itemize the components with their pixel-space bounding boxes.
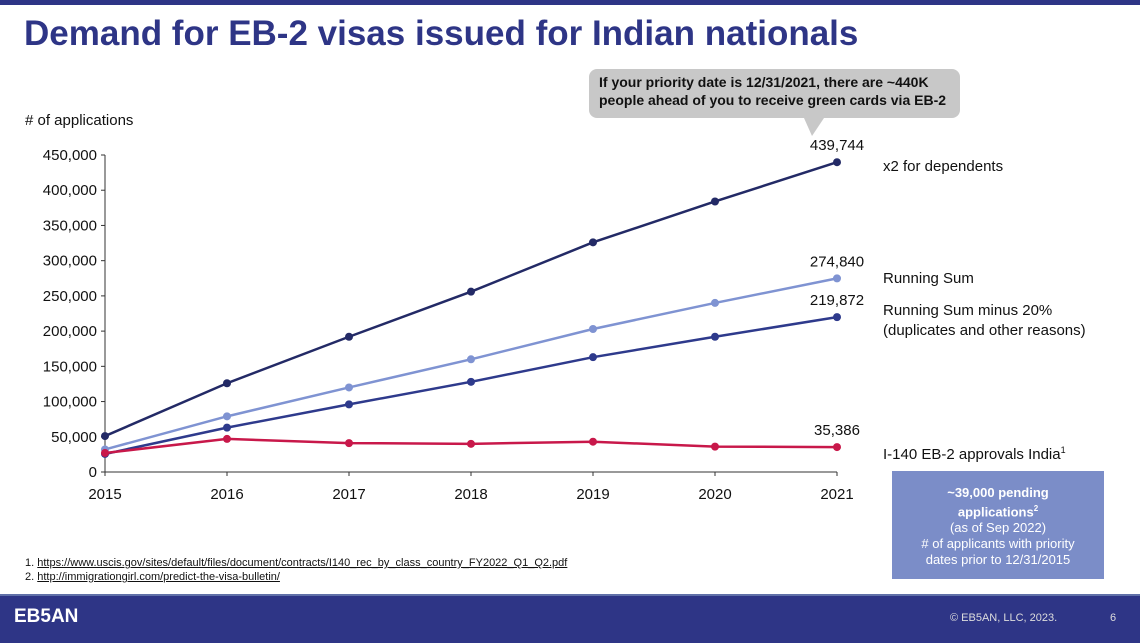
data-point — [223, 379, 231, 388]
data-point — [345, 332, 353, 341]
y-tick-label: 450,000 — [43, 147, 97, 164]
box-line-1: ~39,000 pending — [947, 485, 1049, 500]
footnote-1: 1. https://www.uscis.gov/sites/default/f… — [25, 557, 567, 569]
y-tick-label: 200,000 — [43, 323, 97, 340]
legend-x2: x2 for dependents — [883, 158, 1004, 175]
x-tick-label: 2015 — [88, 486, 121, 503]
line-chart: 0 50,000 100,000 150,000 200,000 250,000 300,0… — [43, 137, 864, 503]
legend-running-sum-minus: Running Sum minus 20% — [883, 302, 1053, 319]
data-point — [345, 383, 353, 392]
series-line-0 — [104, 161, 838, 438]
data-point — [467, 439, 475, 448]
footnote-2: 2. http://immigrationgirl.com/predict-th… — [25, 571, 280, 583]
footnote-2-num: 2. — [25, 571, 38, 583]
data-point — [833, 313, 841, 322]
data-point — [101, 432, 109, 441]
y-tick-label: 0 — [89, 464, 97, 481]
data-point — [101, 448, 109, 457]
footer: EB5AN © EB5AN, LLC, 2023. 6 — [0, 594, 1140, 643]
footnote-1-link[interactable]: https://www.uscis.gov/sites/default/file… — [37, 557, 568, 569]
end-value-label: 274,840 — [810, 253, 864, 270]
y-tick-label: 250,000 — [43, 288, 97, 305]
copyright: © EB5AN, LLC, 2023. — [950, 612, 1058, 624]
y-tick-label: 150,000 — [43, 358, 97, 375]
data-point — [711, 332, 719, 341]
data-point — [833, 158, 841, 167]
y-axis-label: # of applications — [25, 112, 134, 129]
y-tick-label: 50,000 — [51, 429, 97, 446]
box-line-2: applications2 — [898, 501, 1098, 520]
footnote-2-link[interactable]: http://immigrationgirl.com/predict-the-v… — [37, 571, 280, 583]
x-tick-label: 2019 — [576, 486, 609, 503]
y-tick-label: 350,000 — [43, 217, 97, 234]
legend-i140-text: I-140 EB-2 approvals India — [883, 446, 1061, 463]
box-line-2-text: applications — [957, 504, 1034, 520]
callout: If your priority date is 12/31/2021, the… — [589, 69, 960, 136]
legend-running-sum-minus-note: (duplicates and other reasons) — [883, 322, 1086, 339]
data-point — [711, 197, 719, 206]
box-line-3: (as of Sep 2022) — [949, 520, 1047, 536]
data-point — [223, 434, 231, 443]
top-bar — [0, 0, 1140, 5]
data-point — [589, 324, 597, 333]
data-point — [589, 437, 597, 446]
data-point — [711, 442, 719, 451]
pending-applications-box: ~39,000 pending applications2 (as of Sep… — [892, 471, 1104, 579]
x-tick-label: 2021 — [820, 486, 853, 503]
data-point — [467, 355, 475, 364]
y-tick-label: 100,000 — [43, 394, 97, 411]
y-tick-label: 400,000 — [43, 182, 97, 199]
x-tick-label: 2020 — [698, 486, 731, 503]
data-point — [345, 400, 353, 409]
legend-running-sum: Running Sum — [883, 270, 974, 287]
footnote-1-num: 1. — [25, 557, 38, 569]
x-tick-label: 2016 — [210, 486, 243, 503]
legend-i140-sup: 1 — [1060, 445, 1066, 455]
legend-i140: I-140 EB-2 approvals India1 — [883, 440, 1066, 465]
end-value-label: 35,386 — [814, 422, 860, 439]
end-value-label: 439,744 — [810, 137, 864, 154]
data-point — [223, 423, 231, 432]
box-sup: 2 — [1033, 504, 1039, 513]
x-tick-label: 2018 — [454, 486, 487, 503]
data-point — [711, 298, 719, 307]
series-line-1 — [104, 277, 838, 451]
data-point — [833, 274, 841, 283]
logo: EB5AN — [14, 606, 79, 627]
data-point — [589, 238, 597, 247]
box-line-5: dates prior to 12/31/2015 — [925, 552, 1071, 568]
data-point — [467, 377, 475, 386]
data-point — [589, 353, 597, 362]
y-tick-label: 300,000 — [43, 253, 97, 270]
page-number: 6 — [1110, 612, 1117, 624]
page-title: Demand for EB-2 visas issued for Indian … — [24, 14, 859, 53]
data-point — [833, 443, 841, 452]
end-value-label: 219,872 — [810, 292, 864, 309]
data-point — [467, 287, 475, 296]
x-tick-label: 2017 — [332, 486, 365, 503]
data-point — [223, 412, 231, 421]
data-point — [345, 439, 353, 448]
box-line-4: # of applicants with priority — [921, 536, 1075, 552]
